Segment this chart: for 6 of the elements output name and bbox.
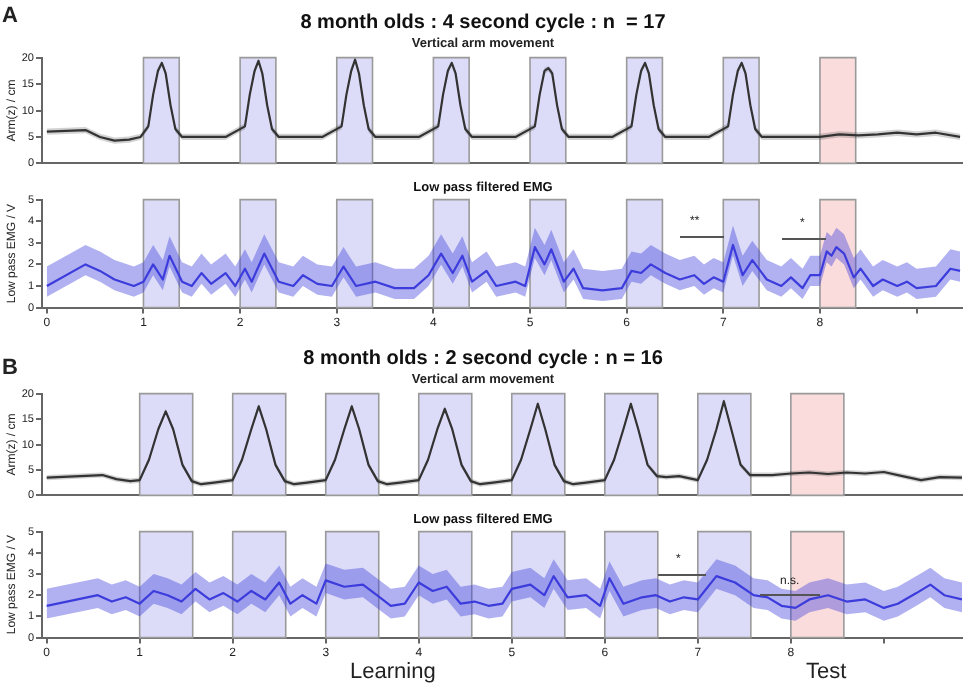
chart-title: 8 month olds : 2 second cycle : n = 16 <box>303 347 664 370</box>
text: B <box>2 356 18 380</box>
text: Test <box>806 660 847 684</box>
text: A <box>2 4 18 28</box>
text: Learning <box>350 660 436 684</box>
chart-title: 8 month olds : 4 second cycle : n = 17 <box>300 11 667 34</box>
